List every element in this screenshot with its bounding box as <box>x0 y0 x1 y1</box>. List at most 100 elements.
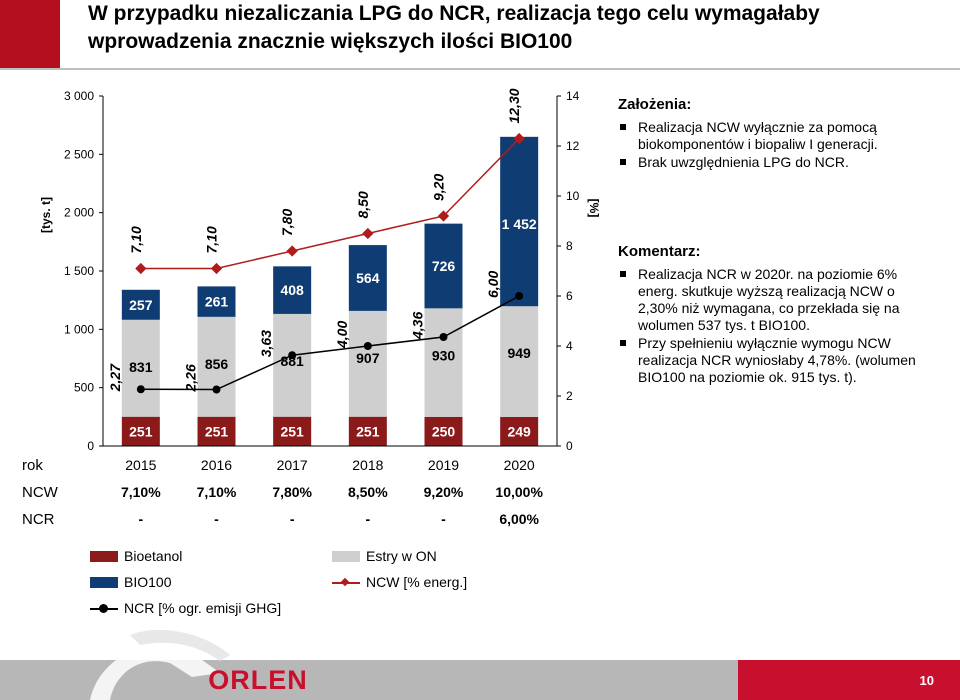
left-tick-label: 0 <box>87 439 94 453</box>
right-tick-label: 4 <box>566 339 573 353</box>
right-tick-label: 8 <box>566 239 573 253</box>
bar-bioetanol <box>197 416 236 446</box>
legend-label-bioetanol: Bioetanol <box>124 548 183 564</box>
legend-estry: Estry w ON <box>332 548 437 564</box>
ncr-point <box>136 385 145 394</box>
assumptions-panel: Założenia: Realizacja NCW wyłącznie za p… <box>618 96 948 172</box>
assumption-item: Brak uwzględnienia LPG do NCR. <box>618 154 948 171</box>
bar-value-label: 949 <box>507 345 531 361</box>
ncr-point <box>439 333 448 341</box>
table-cell: - <box>365 511 370 527</box>
table-cell: 2017 <box>277 457 308 473</box>
line-value-label: 3,63 <box>258 330 274 357</box>
line-ncw <box>140 137 520 270</box>
table-cell: 7,10% <box>197 484 237 500</box>
footer-bar: 10 <box>0 660 960 700</box>
bar-bioetanol <box>121 416 160 446</box>
table-cell: 2018 <box>352 457 383 473</box>
bar-bio100 <box>348 245 387 311</box>
bar-value-label: 907 <box>356 350 380 366</box>
legend-line-ncr <box>90 603 118 614</box>
bar-value-label: 251 <box>129 423 153 439</box>
table-cell: - <box>290 511 295 527</box>
bar-estry-w-on <box>273 313 312 417</box>
line-value-label: 4,00 <box>334 321 350 349</box>
table-cell: 9,20% <box>424 484 464 500</box>
ncw-point <box>437 210 450 222</box>
bar-value-label: 251 <box>205 423 229 439</box>
legend-label-ncr: NCR [% ogr. emisji GHG] <box>124 600 282 616</box>
bar-value-label: 261 <box>205 294 229 310</box>
ncr-point <box>363 342 372 350</box>
bar-bioetanol <box>273 416 312 446</box>
legend-ncw: NCW [% energ.] <box>332 574 467 590</box>
assumptions-heading: Założenia: <box>618 96 692 113</box>
bar-bioetanol <box>424 416 463 446</box>
slide-title-line-2: wprowadzenia znacznie większych ilości B… <box>88 30 573 53</box>
comment-item: Realizacja NCR w 2020r. na poziomie 6% e… <box>618 266 918 334</box>
chart-legend: Bioetanol Estry w ON BIO100 NCW [% energ… <box>88 548 488 620</box>
right-tick-label: 14 <box>566 89 580 103</box>
bar-value-label: 249 <box>507 423 531 439</box>
ncw-point <box>135 262 147 275</box>
right-tick-label: 10 <box>566 189 580 203</box>
left-tick-label: 3 000 <box>64 89 94 103</box>
bar-estry-w-on <box>424 308 463 417</box>
bar-bioetanol <box>500 416 539 446</box>
title-accent <box>0 0 60 68</box>
left-tick-label: 500 <box>74 381 94 395</box>
brand-name: ORLEN <box>208 665 308 695</box>
left-axis-title: [tys. t] <box>39 197 53 233</box>
legend-swatch-bioetanol <box>90 550 118 562</box>
comment-heading: Komentarz: <box>618 243 701 260</box>
table-cell: 8,50% <box>348 484 388 500</box>
legend-label-ncw: NCW [% energ.] <box>366 574 468 590</box>
bar-value-label: 831 <box>129 359 153 375</box>
comment-panel: Komentarz: Realizacja NCR w 2020r. na po… <box>618 243 918 387</box>
legend-label-estry: Estry w ON <box>366 548 437 564</box>
right-tick-label: 6 <box>566 289 573 303</box>
bar-estry-w-on <box>121 319 160 417</box>
biofuel-chart: 0 500 1 000 1 500 2 000 2 500 3 000 0 2 4 6 8 10 12 14… <box>22 88 601 528</box>
legend-label-bio100: BIO100 <box>124 574 172 590</box>
right-axis-title: [%] <box>587 199 601 218</box>
right-tick-label: 2 <box>566 389 573 403</box>
title-bar: W przypadku niezaliczania LPG do NCR, re… <box>0 0 960 70</box>
line-value-label: 8,50 <box>355 191 371 218</box>
table-cell: 6,00% <box>499 511 539 527</box>
bar-value-label: 1 452 <box>502 216 537 232</box>
bar-bioetanol <box>348 416 387 446</box>
bar-estry-w-on <box>500 306 539 417</box>
page-number: 10 <box>919 673 934 688</box>
table-cell: - <box>214 511 219 527</box>
table-cell: - <box>441 511 446 527</box>
bar-bio100 <box>500 136 539 307</box>
line-ncr <box>140 295 520 391</box>
line-value-label: 9,20 <box>431 174 447 201</box>
bar-value-label: 251 <box>356 423 380 439</box>
title-rule <box>0 68 960 70</box>
assumption-item: Realizacja NCW wyłącznie za pomocą bioko… <box>618 119 948 153</box>
line-value-label: 2,26 <box>183 364 199 392</box>
ncw-point <box>210 262 223 275</box>
bar-estry-w-on <box>348 310 387 417</box>
bar-bio100 <box>121 289 160 320</box>
bar-bio100 <box>424 223 463 309</box>
bar-value-label: 856 <box>205 356 229 372</box>
legend-ncr: NCR [% ogr. emisji GHG] <box>90 600 281 616</box>
table-row-label: NCR <box>22 511 55 528</box>
table-cell: 7,10% <box>121 484 161 500</box>
table-cell: 2015 <box>125 457 156 473</box>
ncr-point <box>212 385 221 394</box>
bar-value-label: 726 <box>432 258 456 274</box>
legend-bioetanol: Bioetanol <box>90 548 182 564</box>
table-row-label: rok <box>22 457 43 474</box>
bar-estry-w-on <box>197 316 236 417</box>
left-tick-label: 2 000 <box>64 206 94 220</box>
bar-value-label: 564 <box>356 270 380 286</box>
table-cell: - <box>138 511 143 527</box>
bar-bio100 <box>273 266 312 314</box>
legend-bio100: BIO100 <box>90 574 171 590</box>
legend-swatch-bio100 <box>90 576 118 588</box>
left-tick-label: 1 000 <box>64 322 94 336</box>
